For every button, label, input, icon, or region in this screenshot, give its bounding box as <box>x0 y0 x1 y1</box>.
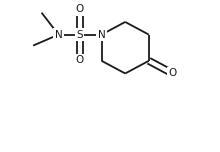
Text: O: O <box>75 55 84 65</box>
Text: O: O <box>75 4 84 14</box>
Text: N: N <box>55 30 62 40</box>
Text: N: N <box>98 30 105 40</box>
Text: S: S <box>76 30 83 40</box>
Text: O: O <box>168 68 177 78</box>
